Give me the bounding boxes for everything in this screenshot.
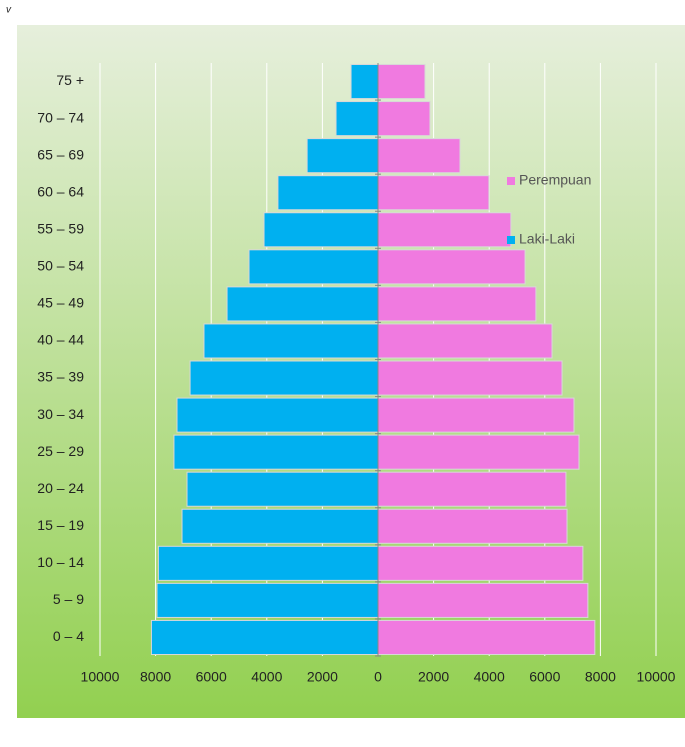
y-tick-label: 5 – 9 (53, 591, 84, 607)
bar (173, 434, 379, 470)
y-tick-label: 70 – 74 (37, 109, 84, 125)
bar (335, 101, 379, 137)
bar (181, 508, 379, 544)
bar (377, 508, 568, 544)
x-tick-label: 2000 (418, 669, 449, 685)
y-tick-label: 25 – 29 (37, 443, 84, 459)
x-tick-label: 4000 (251, 669, 282, 685)
x-tick-label: 6000 (529, 669, 560, 685)
bar (203, 323, 379, 359)
x-tick-label: 4000 (474, 669, 505, 685)
bar (306, 138, 379, 174)
x-tick-label: 10000 (81, 669, 120, 685)
y-tick-label: 65 – 69 (37, 146, 84, 162)
bar (377, 545, 584, 581)
bar (350, 64, 379, 100)
bar (377, 64, 426, 100)
legend-label: Laki-Laki (519, 231, 575, 247)
y-tick-label: 75 + (56, 72, 84, 88)
y-tick-label: 15 – 19 (37, 517, 84, 533)
bar (377, 249, 526, 285)
x-tick-label: 0 (374, 669, 382, 685)
bar (176, 397, 379, 433)
legend-label: Perempuan (519, 172, 591, 188)
bar (248, 249, 379, 285)
bar (156, 582, 379, 618)
annotation: v (6, 5, 12, 16)
bar (377, 471, 567, 507)
bar (277, 175, 379, 211)
y-tick-label: 10 – 14 (37, 554, 84, 570)
y-tick-label: 35 – 39 (37, 369, 84, 385)
x-tick-label: 10000 (637, 669, 676, 685)
x-tick-label: 8000 (140, 669, 171, 685)
y-tick-label: 55 – 59 (37, 220, 84, 236)
x-tick-label: 6000 (196, 669, 227, 685)
bar (377, 212, 512, 248)
y-tick-label: 40 – 44 (37, 332, 84, 348)
y-tick-label: 50 – 54 (37, 258, 84, 274)
bar (377, 175, 490, 211)
legend-swatch (507, 236, 515, 244)
bar (377, 397, 575, 433)
x-tick-label: 8000 (585, 669, 616, 685)
bar (189, 360, 379, 396)
bar (377, 360, 563, 396)
bar (377, 286, 537, 322)
y-tick-label: 45 – 49 (37, 295, 84, 311)
bar (377, 101, 431, 137)
bar (263, 212, 379, 248)
bar (157, 545, 379, 581)
y-tick-label: 0 – 4 (53, 628, 84, 644)
bar (377, 323, 553, 359)
bar (377, 619, 596, 655)
legend-swatch (507, 177, 515, 185)
bar (150, 619, 379, 655)
y-tick-label: 60 – 64 (37, 183, 84, 199)
bar (377, 434, 580, 470)
bar (226, 286, 379, 322)
bar (377, 138, 461, 174)
y-tick-label: 30 – 34 (37, 406, 84, 422)
bar (186, 471, 379, 507)
bar (377, 582, 589, 618)
y-tick-label: 20 – 24 (37, 480, 84, 496)
x-tick-label: 2000 (307, 669, 338, 685)
